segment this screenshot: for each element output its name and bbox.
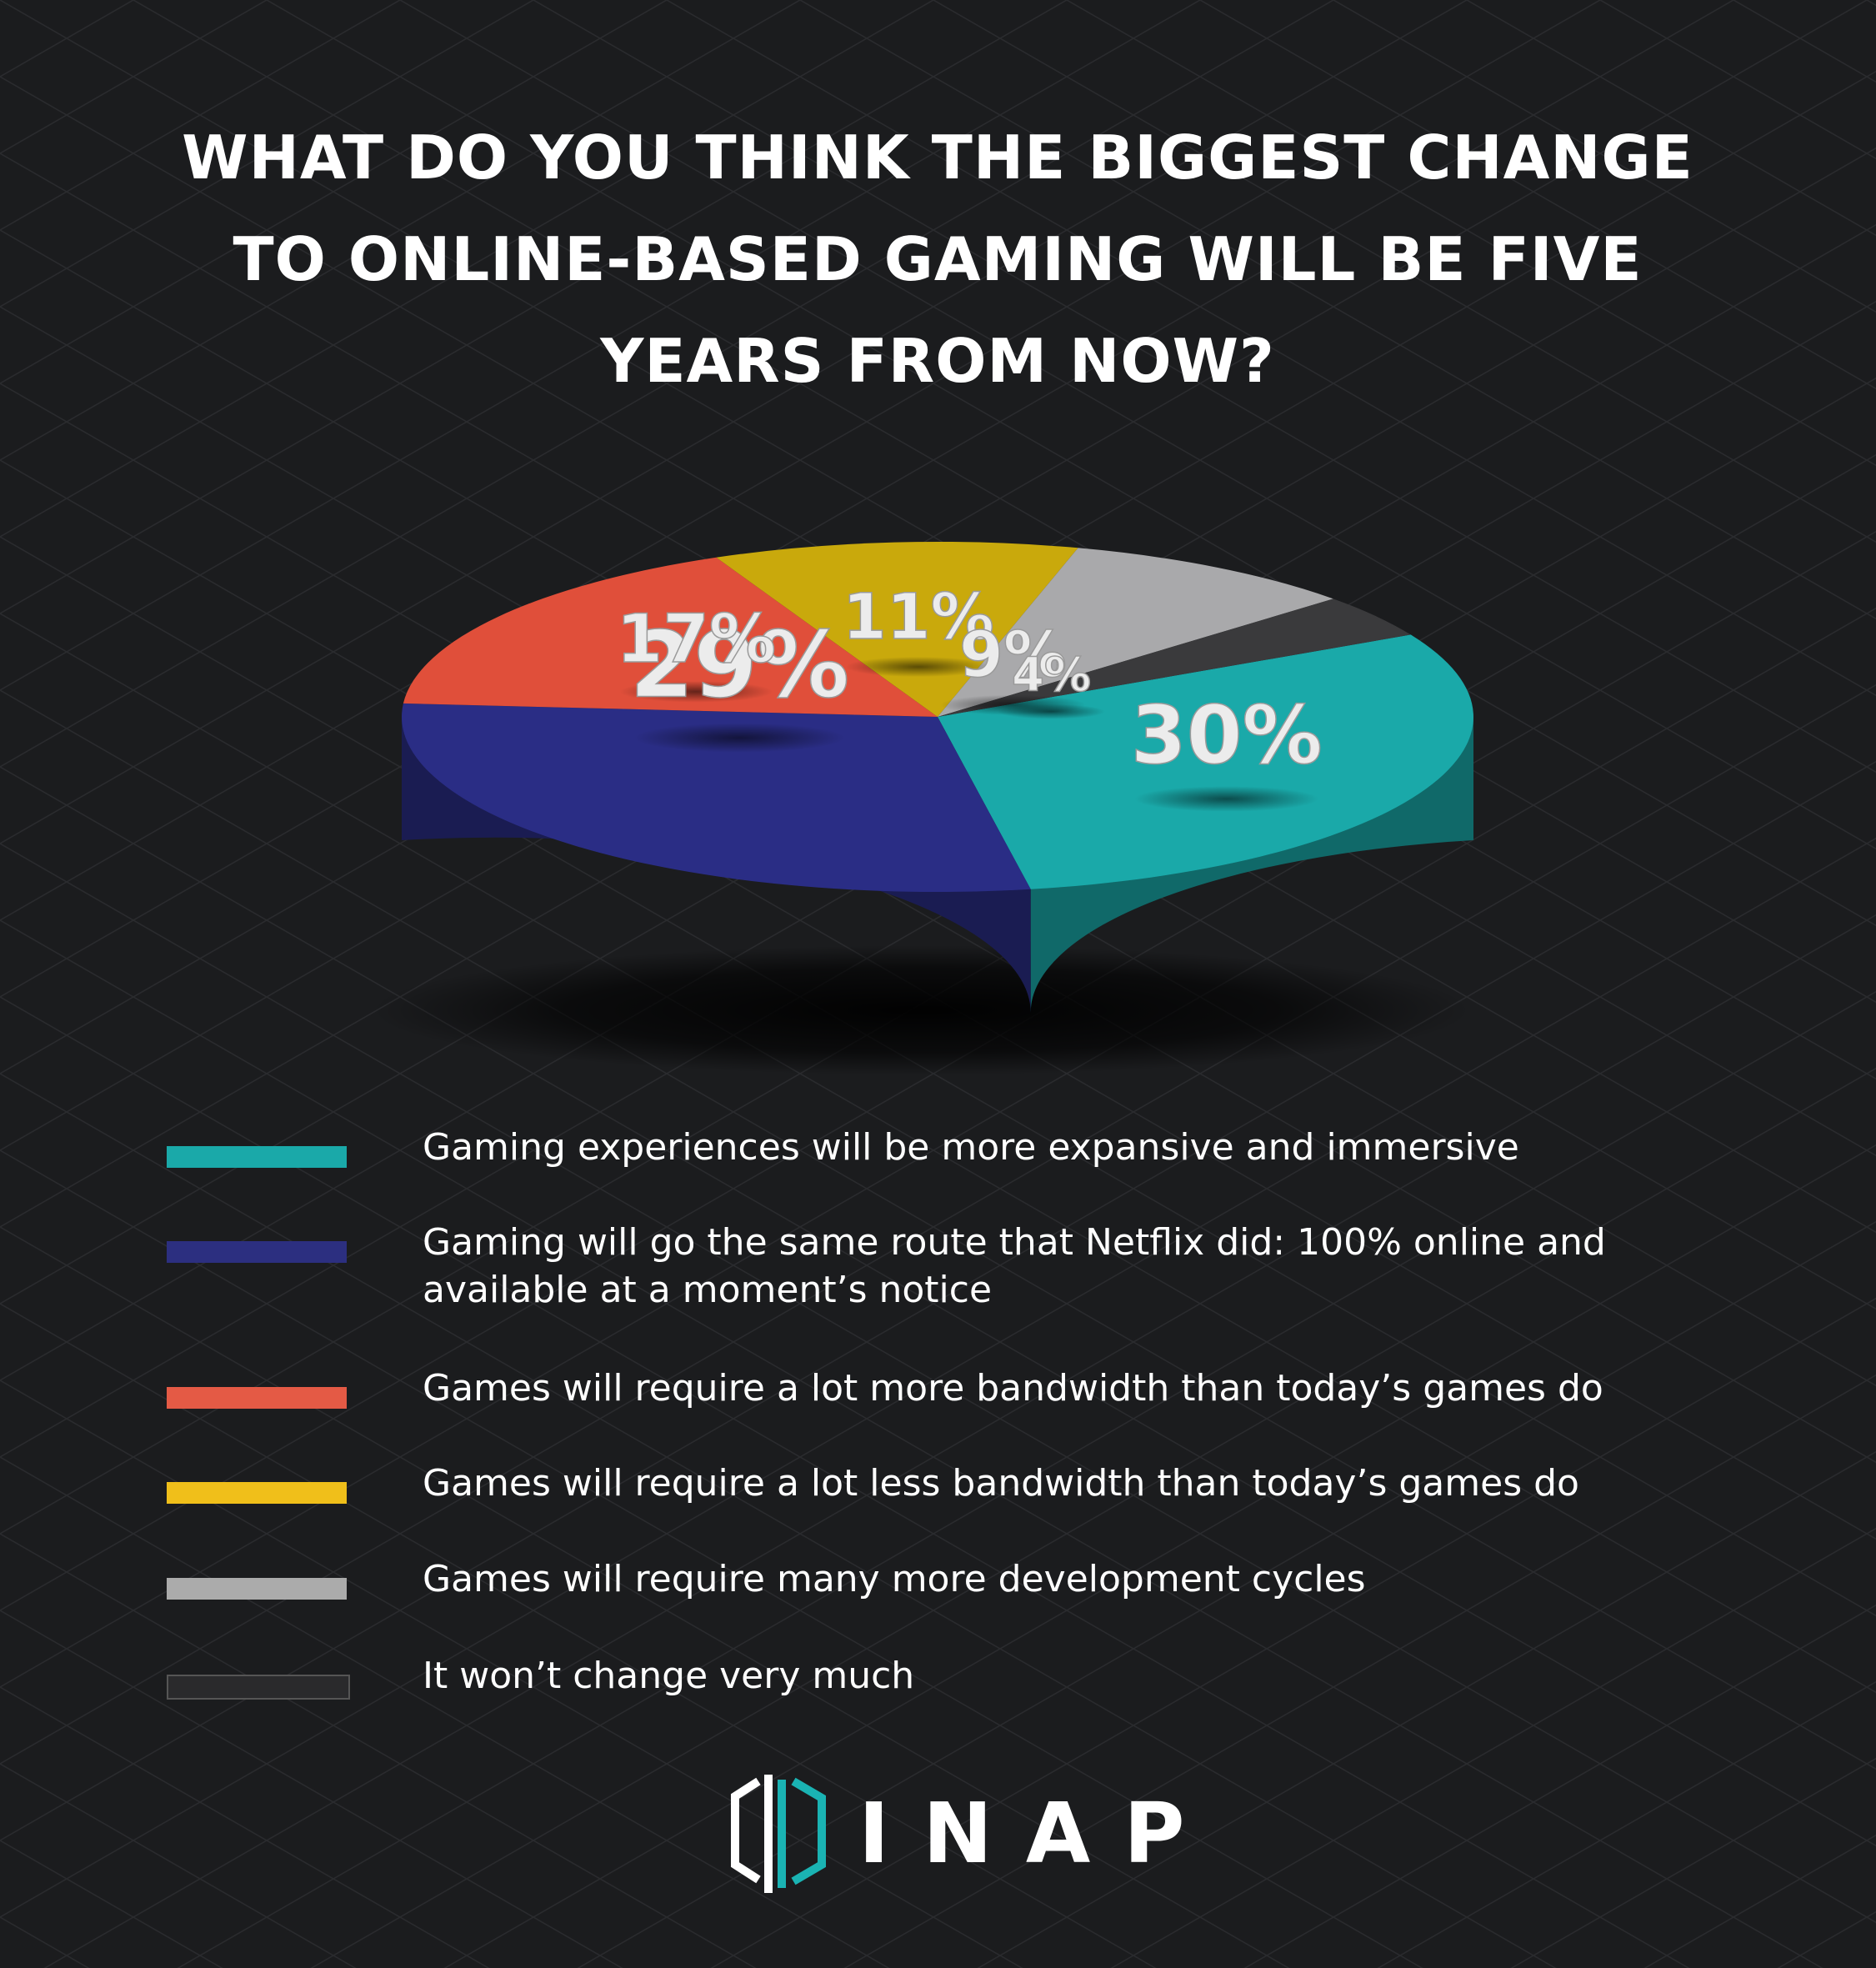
data-label-4: 9% [959,618,1067,692]
data-label-shadow [845,656,992,678]
brand-name: INAP [858,1785,1218,1882]
data-label-0: 30% [1131,689,1323,782]
pie-floor-shadow [371,945,1471,1075]
title-line-1: WHAT DO YOU THINK THE BIGGEST CHANGE [182,123,1693,193]
inap-logo: INAP [717,1771,1185,1896]
data-label-shadow [619,681,773,703]
pie-slice-5 [938,598,1411,717]
data-label-shadow [1134,786,1319,812]
legend-label: It won’t change very much [423,1655,915,1697]
pie-chart: 30% 29%17% 11%9%4% [371,541,1473,1075]
title-line-3: YEARS FROM NOW? [600,326,1275,396]
data-label-shadow [633,723,845,753]
legend-swatch [167,1675,350,1700]
legend-swatch [167,1241,347,1263]
data-label-2: 17% [617,600,776,678]
data-label-1: 29% [630,612,849,719]
legend-label: Games will require a lot less bandwidth … [423,1462,1579,1505]
legend-label: Gaming experiences will be more expansiv… [423,1126,1519,1169]
legend-swatch [167,1146,347,1168]
title-line-2: TO ONLINE-BASED GAMING WILL BE FIVE [233,224,1643,294]
pie-slice-1 [402,703,1031,892]
data-label-shadow [998,704,1105,719]
legend-label: Gaming will go the same route that Netfl… [423,1221,1606,1311]
pie-slice-0 [938,634,1473,889]
legend-label: Games will require a lot more bandwidth … [423,1367,1603,1410]
legend-swatch [167,1482,347,1504]
page-title: WHAT DO YOU THINK THE BIGGEST CHANGE TO … [125,107,1750,412]
legend-swatch [167,1578,347,1600]
pie-slice-2 [403,557,938,717]
legend-swatch [167,1387,347,1409]
pie-slice-4 [938,548,1333,717]
pie-slice-3 [716,541,1078,717]
legend-label: Games will require many more development… [423,1558,1366,1600]
inap-bracket-logo-icon [731,1775,826,1893]
data-label-3: 11% [843,579,994,653]
data-label-5: 4% [1012,648,1091,703]
